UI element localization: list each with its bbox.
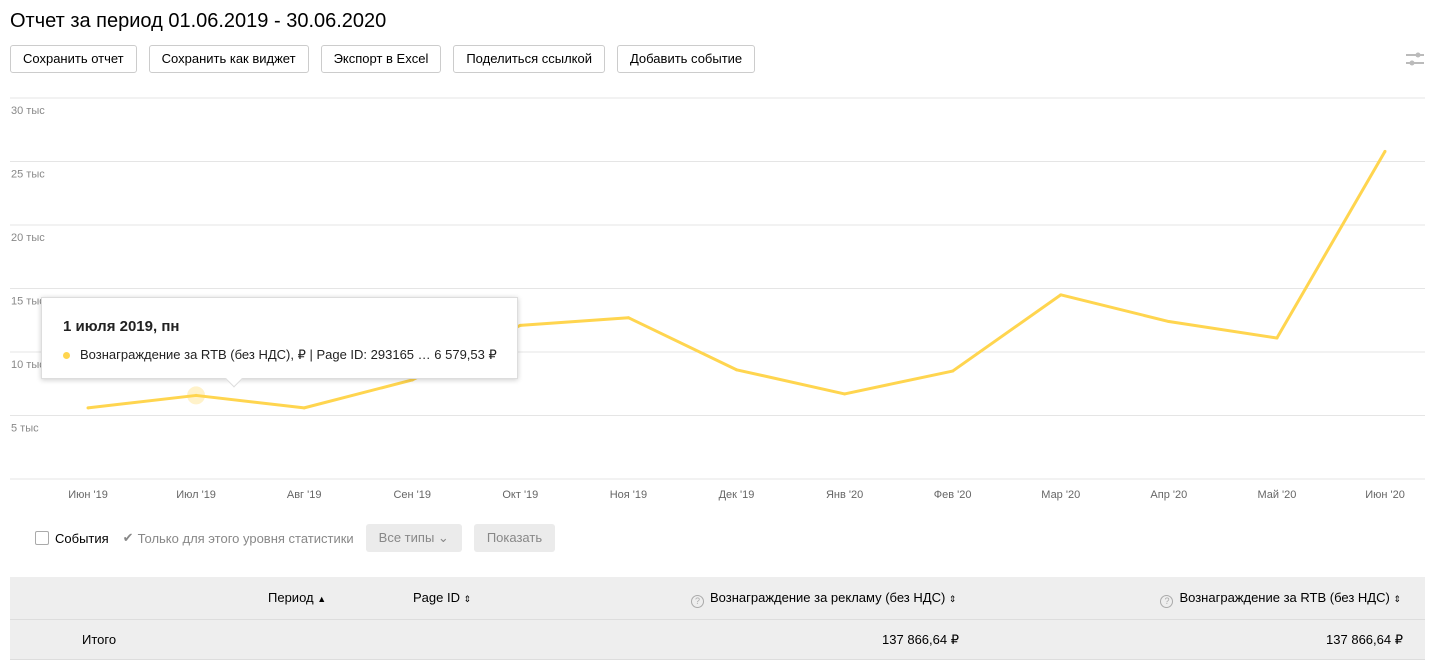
page-title: Отчет за период 01.06.2019 - 30.06.2020 — [10, 10, 387, 32]
x-tick-label: Июн '19 — [68, 489, 108, 501]
period-label: Период — [268, 590, 314, 605]
x-tick-label: Июн '20 — [1365, 489, 1405, 501]
data-point — [626, 316, 630, 320]
data-point — [518, 323, 522, 327]
total-label: Итого — [82, 632, 117, 647]
y-tick-label: 20 тыс — [11, 232, 45, 244]
share-link-button[interactable]: Поделиться ссылкой — [453, 45, 605, 73]
rtb-reward-label: Вознаграждение за RTB (без НДС) — [1179, 590, 1390, 605]
add-event-button[interactable]: Добавить событие — [616, 45, 756, 73]
x-tick-label: Апр '20 — [1150, 489, 1187, 501]
data-point — [410, 378, 414, 382]
stats-table: Период ▲ Page ID ⇕ ? Вознаграждение за ре… — [10, 577, 1425, 660]
data-point — [951, 369, 955, 373]
column-rtb-reward[interactable]: ? Вознаграждение за RTB (без НДС) ⇕ — [1160, 577, 1401, 620]
chevron-down-icon: ⌄ — [437, 530, 449, 545]
page-id-label: Page ID — [413, 590, 460, 605]
events-checkbox[interactable] — [35, 531, 49, 545]
x-tick-label: Авг '19 — [287, 489, 322, 501]
help-icon[interactable]: ? — [691, 595, 704, 608]
x-tick-label: Май '20 — [1257, 489, 1296, 501]
x-tick-label: Дек '19 — [719, 489, 755, 501]
all-types-dropdown[interactable]: Все типы ⌄ — [365, 524, 462, 552]
sort-icon: ⇕ — [463, 594, 472, 604]
x-tick-label: Мар '20 — [1041, 489, 1080, 501]
data-point — [843, 392, 847, 396]
data-point — [1059, 293, 1063, 297]
data-point — [1167, 320, 1171, 324]
sort-asc-icon: ▲ — [317, 594, 327, 604]
y-tick-label: 10 тыс — [11, 359, 45, 371]
y-tick-label: 25 тыс — [11, 169, 45, 181]
all-types-label: Все типы — [378, 530, 435, 545]
x-tick-label: Июл '19 — [176, 489, 216, 501]
data-point — [302, 406, 306, 410]
check-icon[interactable]: ✔ — [122, 530, 134, 545]
tooltip-title: 1 июля 2019, пн — [63, 318, 180, 335]
data-point — [86, 406, 90, 410]
line-chart: 5 тыс 10 тыс 15 тыс 20 тыс 25 тыс 30 тыс Июн '… — [10, 97, 1425, 501]
x-tick-label: Фев '20 — [934, 489, 972, 501]
show-button[interactable]: Показать — [473, 524, 556, 552]
x-tick-label: Ноя '19 — [610, 489, 647, 501]
ad-reward-label: Вознаграждение за рекламу (без НДС) — [710, 590, 946, 605]
total-rtb-reward: 137 866,64 ₽ — [1326, 632, 1403, 647]
series-dot-icon — [63, 352, 70, 359]
settings-sliders-icon[interactable] — [1406, 52, 1424, 66]
data-point — [194, 393, 198, 397]
column-period[interactable]: Период ▲ — [268, 577, 326, 620]
sort-icon: ⇕ — [1393, 594, 1401, 604]
help-icon[interactable]: ? — [1160, 595, 1174, 608]
y-tick-label: 30 тыс — [11, 105, 45, 117]
export-excel-button[interactable]: Экспорт в Excel — [320, 45, 442, 73]
y-tick-label: 15 тыс — [11, 296, 45, 308]
data-point — [735, 368, 738, 372]
table-header: Период ▲ Page ID ⇕ ? Вознаграждение за ре… — [10, 577, 1425, 620]
toolbar: Сохранить отчет Сохранить как виджет Экс… — [10, 45, 756, 73]
tooltip-series: Вознаграждение за RTB (без НДС), ₽ | Pag… — [80, 347, 415, 362]
data-point — [1383, 149, 1387, 153]
data-point — [1275, 336, 1279, 340]
total-row: Итого 137 866,64 ₽ 137 866,64 ₽ — [10, 620, 1425, 660]
sort-icon: ⇕ — [948, 594, 957, 604]
column-ad-reward[interactable]: ? Вознаграждение за рекламу (без НДС) ⇕ — [691, 577, 956, 620]
y-tick-label: 5 тыс — [11, 423, 39, 435]
tooltip-value: 6 579,53 ₽ — [434, 347, 497, 362]
x-tick-label: Окт '19 — [502, 489, 538, 501]
save-as-widget-button[interactable]: Сохранить как виджет — [148, 45, 309, 73]
total-ad-reward: 137 866,64 ₽ — [882, 632, 959, 647]
save-report-button[interactable]: Сохранить отчет — [10, 45, 137, 73]
events-label: События — [55, 530, 109, 546]
chart-tooltip: 1 июля 2019, пн Вознаграждение за RTB (б… — [41, 297, 518, 388]
column-page-id[interactable]: Page ID ⇕ — [413, 577, 471, 620]
x-tick-label: Сен '19 — [393, 489, 431, 501]
events-controls: События ✔ Только для этого уровня статис… — [35, 524, 556, 552]
only-level-label: Только для этого уровня статистики — [137, 530, 354, 546]
x-tick-label: Янв '20 — [826, 489, 863, 501]
